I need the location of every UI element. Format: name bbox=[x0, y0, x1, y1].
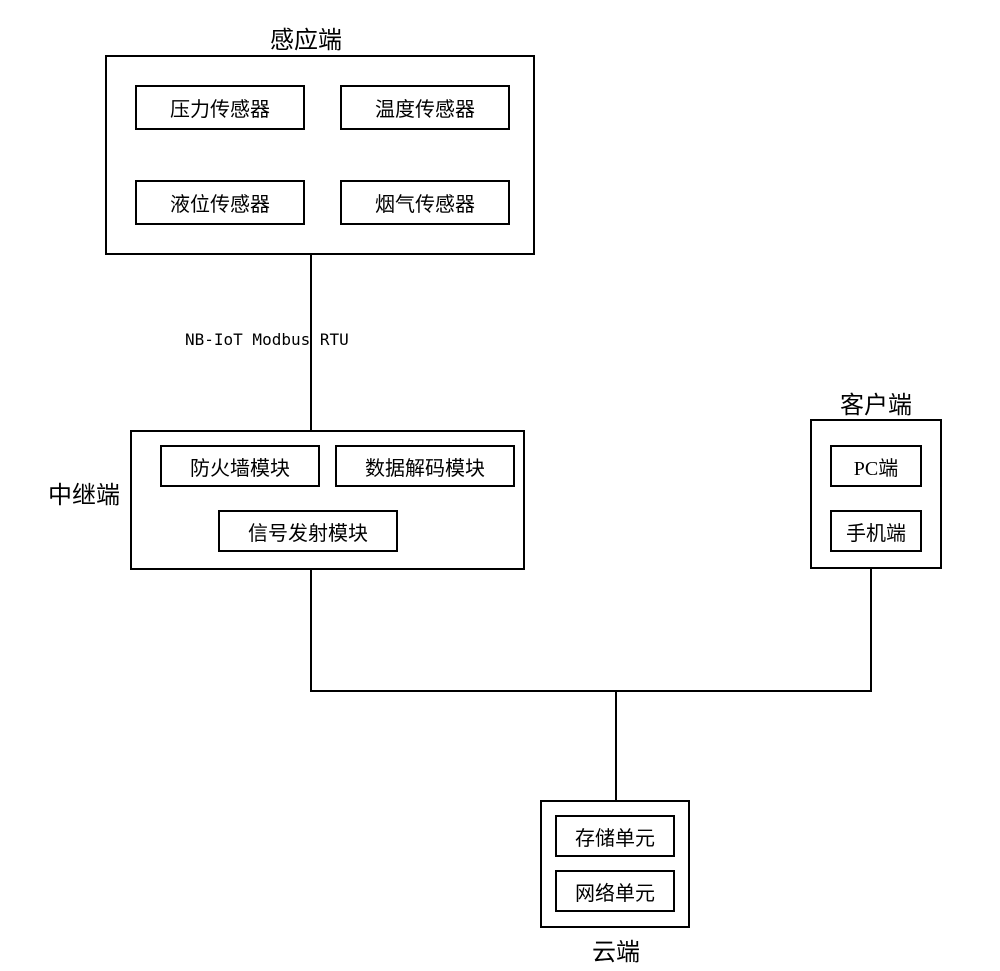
firewall-module-label: 防火墙模块 bbox=[190, 452, 290, 481]
pc-client-label: PC端 bbox=[854, 452, 898, 481]
level-sensor-box: 液位传感器 bbox=[135, 180, 305, 225]
network-unit-label: 网络单元 bbox=[575, 877, 655, 906]
pressure-sensor-box: 压力传感器 bbox=[135, 85, 305, 130]
edge-horizontal-bus bbox=[310, 690, 872, 692]
network-unit-box: 网络单元 bbox=[555, 870, 675, 912]
smoke-sensor-label: 烟气传感器 bbox=[375, 188, 475, 217]
edge-bus-cloud bbox=[615, 690, 617, 800]
mobile-client-label: 手机端 bbox=[846, 517, 906, 546]
firewall-module-box: 防火墙模块 bbox=[160, 445, 320, 487]
sensing-title: 感应端 bbox=[270, 20, 342, 55]
edge-client-down bbox=[870, 569, 872, 690]
relay-title: 中继端 bbox=[48, 475, 120, 510]
temperature-sensor-label: 温度传感器 bbox=[375, 93, 475, 122]
client-title: 客户端 bbox=[840, 385, 912, 420]
edge-sensing-relay-label: NB-IoT Modbus RTU bbox=[185, 330, 349, 349]
mobile-client-box: 手机端 bbox=[830, 510, 922, 552]
decoder-module-label: 数据解码模块 bbox=[365, 452, 485, 481]
level-sensor-label: 液位传感器 bbox=[170, 188, 270, 217]
pressure-sensor-label: 压力传感器 bbox=[170, 93, 270, 122]
temperature-sensor-box: 温度传感器 bbox=[340, 85, 510, 130]
decoder-module-box: 数据解码模块 bbox=[335, 445, 515, 487]
storage-unit-label: 存储单元 bbox=[575, 822, 655, 851]
edge-relay-down bbox=[310, 570, 312, 690]
smoke-sensor-box: 烟气传感器 bbox=[340, 180, 510, 225]
emitter-module-label: 信号发射模块 bbox=[248, 517, 368, 546]
cloud-title: 云端 bbox=[592, 932, 640, 967]
pc-client-box: PC端 bbox=[830, 445, 922, 487]
emitter-module-box: 信号发射模块 bbox=[218, 510, 398, 552]
storage-unit-box: 存储单元 bbox=[555, 815, 675, 857]
